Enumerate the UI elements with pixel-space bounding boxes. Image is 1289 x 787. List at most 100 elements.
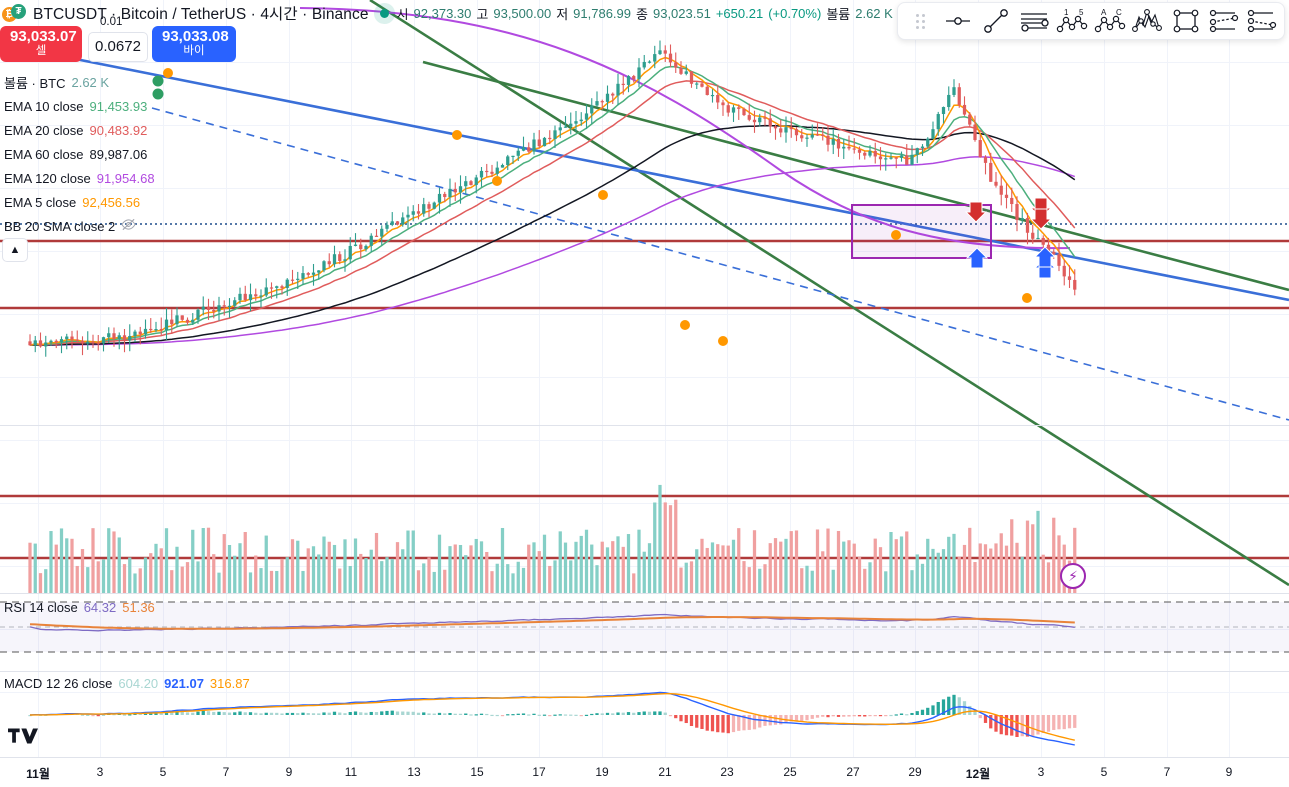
indicator-legend-macd[interactable]: MACD 12 26 close 604.20 921.07 316.87 <box>0 671 250 695</box>
tether-icon: ₮ <box>11 4 26 19</box>
close-value: 93,023.51 <box>652 5 711 21</box>
indicator-legend-row[interactable]: EMA 5 close 92,456.56 <box>0 190 965 214</box>
time-axis-label: 23 <box>720 765 734 779</box>
time-axis-label: 13 <box>407 765 421 779</box>
live-dot-icon <box>379 8 389 18</box>
lightning-badge-icon[interactable]: ⚡ <box>1060 563 1086 589</box>
time-axis-label: 29 <box>908 765 922 779</box>
time-axis-label: 7 <box>1163 765 1171 779</box>
volume-value: 2.62 K <box>855 5 893 21</box>
time-axis-label: 27 <box>846 765 860 779</box>
buy-button[interactable]: 93,033.08 바이 <box>152 26 236 62</box>
indicator-legend-row[interactable]: 볼륨 · BTC 2.62 K <box>0 70 965 94</box>
macd-value-3: 316.87 <box>209 675 250 691</box>
time-axis-label: 25 <box>783 765 797 779</box>
volume-label: 볼륨 <box>826 6 851 22</box>
sell-label: 셀 <box>35 45 47 58</box>
change-value: +650.21 <box>715 5 764 21</box>
indicator-legend-row[interactable]: EMA 20 close 90,483.92 <box>0 118 965 142</box>
time-axis-label: 19 <box>595 765 609 779</box>
indicator-legend-row[interactable]: EMA 120 close 91,954.68 <box>0 166 965 190</box>
indicator-value: 91,453.93 <box>89 98 148 114</box>
low-label: 저 <box>556 6 569 22</box>
close-label: 종 <box>636 6 648 22</box>
buy-label: 바이 <box>183 45 205 58</box>
sell-price: 93,033.07 <box>10 28 77 45</box>
time-axis-label: 5 <box>1100 765 1108 779</box>
high-label: 고 <box>476 6 489 22</box>
indicator-value: 91,954.68 <box>96 170 155 186</box>
indicator-legend-row[interactable]: EMA 60 close 89,987.06 <box>0 142 965 166</box>
horizontal-rays-icon[interactable] <box>1016 4 1052 38</box>
time-axis-label: 7 <box>222 765 230 779</box>
collapse-legend-button[interactable]: ▲ <box>2 238 28 262</box>
elliott-impulse-icon[interactable] <box>1130 4 1166 38</box>
ohlc-row: 시 92,373.30 고 93,500.00 저 91,786.99 종 93… <box>374 4 965 23</box>
indicator-name: EMA 60 close <box>4 146 84 162</box>
indicator-legend-row[interactable]: EMA 10 close 91,453.93 <box>0 94 965 118</box>
indicator-name: EMA 20 close <box>4 122 84 138</box>
pane-separator-volume[interactable] <box>0 425 1289 426</box>
symbol-icons: ₿ ₮ <box>2 3 28 23</box>
time-axis-label: 3 <box>1037 765 1045 779</box>
tick-size: 0.01 <box>100 16 123 28</box>
indicator-legend-row[interactable]: BB 20 SMA close 2 <box>0 214 965 238</box>
indicator-value: 89,987.06 <box>89 146 148 162</box>
rectangle-icon[interactable] <box>1168 4 1204 38</box>
low-value: 91,786.99 <box>573 5 632 21</box>
cross-line-icon[interactable] <box>940 4 976 38</box>
rsi-name: RSI 14 close <box>4 599 78 615</box>
macd-value-1: 604.20 <box>118 675 159 691</box>
time-axis-label: 12월 <box>965 767 991 781</box>
chart-legend: ₿ ₮ BTCUSDT · Bitcoin / TetherUS · 4시간 ·… <box>0 0 965 238</box>
time-axis-label: 9 <box>1225 765 1233 779</box>
indicator-value: 90,483.92 <box>89 122 148 138</box>
rsi-value-2: 51.36 <box>122 599 155 615</box>
indicator-name: EMA 5 close <box>4 194 77 210</box>
pane-separator-macd[interactable] <box>0 671 1289 672</box>
drag-handle-icon[interactable] <box>902 4 938 38</box>
pattern-channel-icon[interactable] <box>1244 4 1280 38</box>
pattern-parallel-icon[interactable] <box>1206 4 1242 38</box>
sell-button[interactable]: 93,033.07 셀 <box>0 26 82 62</box>
indicator-value: 92,456.56 <box>82 194 141 210</box>
pane-separator-rsi[interactable] <box>0 593 1289 594</box>
indicator-value: 2.62 K <box>71 74 110 90</box>
indicator-name: BB 20 SMA close 2 <box>4 218 116 234</box>
time-axis[interactable]: 11월 3 5 7 9 11 13 15 17 19 21 23 25 27 29 12월 3 5 7 9 <box>0 757 1289 787</box>
time-axis-label: 5 <box>159 765 167 779</box>
svg-text:A: A <box>1101 8 1107 17</box>
indicator-legend-list: 볼륨 · BTC 2.62 K EMA 10 close 91,453.93 EMA 2… <box>0 70 965 238</box>
quote-badges: 93,033.07 셀 0.01 0.0672 93,033.08 바이 <box>0 16 965 70</box>
high-value: 93,500.00 <box>493 5 552 21</box>
time-axis-label: 15 <box>470 765 484 779</box>
svg-text:5: 5 <box>1079 8 1084 17</box>
open-label: 시 <box>396 6 409 22</box>
chart-canvas[interactable] <box>0 0 1289 757</box>
spread-value[interactable]: 0.0672 <box>88 32 148 62</box>
macd-value-2: 921.07 <box>164 675 204 691</box>
page-title: BTCUSDT · Bitcoin / TetherUS · 4시간 · Bin… <box>33 6 369 23</box>
time-axis-label: 11월 <box>26 767 50 781</box>
svg-text:C: C <box>1116 8 1122 17</box>
change-percent: (+0.70%) <box>768 5 822 21</box>
time-axis-label: 3 <box>96 765 104 779</box>
indicator-legend-rsi[interactable]: RSI 14 close 64.32 51.36 <box>0 595 155 619</box>
indicator-name: EMA 10 close <box>4 98 84 114</box>
tradingview-logo-icon[interactable] <box>8 726 38 751</box>
time-axis-label: 9 <box>285 765 293 779</box>
rsi-value-1: 64.32 <box>83 599 117 615</box>
indicator-name: EMA 120 close <box>4 170 91 186</box>
time-axis-label: 21 <box>658 765 672 779</box>
trend-line-icon[interactable] <box>978 4 1014 38</box>
indicator-name: 볼륨 · BTC <box>4 75 66 91</box>
symbol-row[interactable]: ₿ ₮ BTCUSDT · Bitcoin / TetherUS · 4시간 ·… <box>0 0 965 26</box>
hidden-eye-icon[interactable] <box>121 218 136 234</box>
open-value: 92,373.30 <box>413 5 472 21</box>
buy-price: 93,033.08 <box>162 28 229 45</box>
svg-text:1: 1 <box>1064 8 1069 17</box>
